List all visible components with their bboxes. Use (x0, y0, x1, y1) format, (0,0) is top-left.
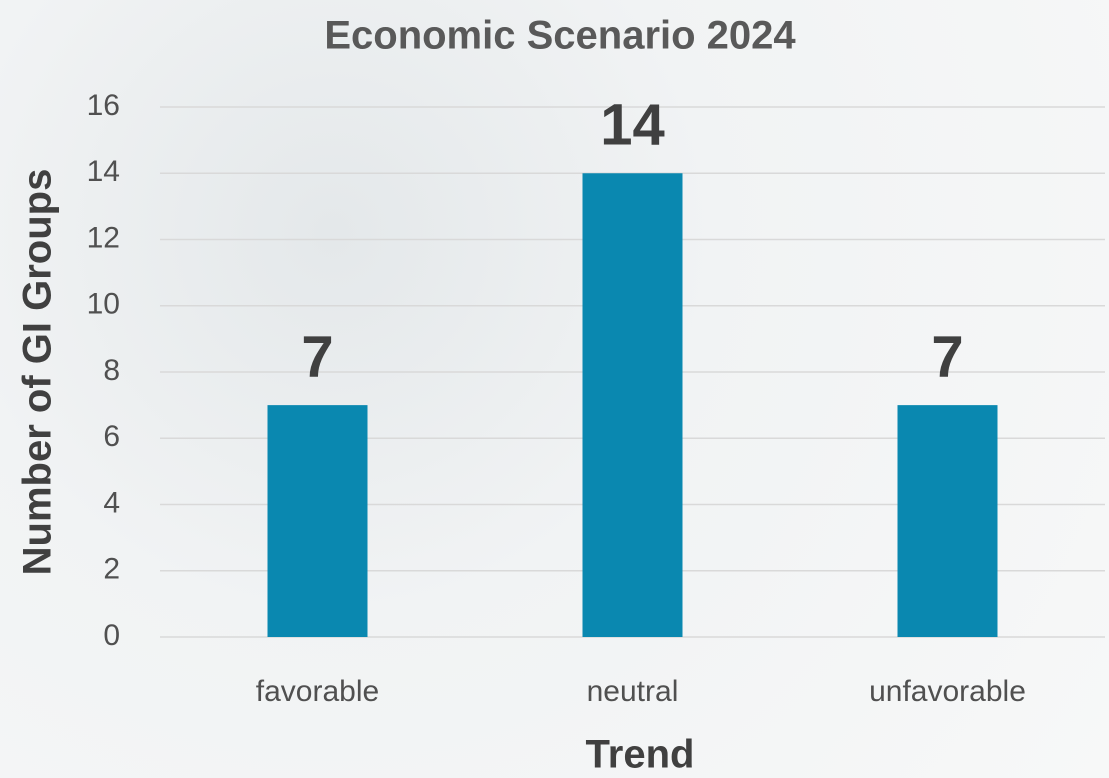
value-label: 7 (931, 324, 963, 389)
y-tick-label: 14 (87, 155, 120, 188)
x-tick-label: neutral (587, 675, 679, 708)
y-tick-label: 8 (103, 354, 120, 387)
y-tick-label: 0 (103, 619, 120, 652)
y-tick-label: 2 (103, 553, 120, 586)
x-axis-title: Trend (586, 733, 695, 777)
y-tick-label: 16 (87, 89, 120, 122)
y-tick-label: 6 (103, 420, 120, 453)
x-tick-label: favorable (256, 675, 379, 708)
y-tick-label: 4 (103, 486, 120, 519)
value-label: 14 (600, 93, 665, 158)
y-tick-label: 10 (87, 288, 120, 321)
bar (897, 405, 998, 637)
bar (582, 173, 683, 637)
y-tick-label: 12 (87, 221, 120, 254)
y-axis-title: Number of GI Groups (16, 169, 60, 576)
value-label: 7 (301, 324, 333, 389)
bar (267, 405, 368, 637)
x-tick-label: unfavorable (869, 675, 1026, 708)
chart-title: Economic Scenario 2024 (324, 14, 796, 58)
